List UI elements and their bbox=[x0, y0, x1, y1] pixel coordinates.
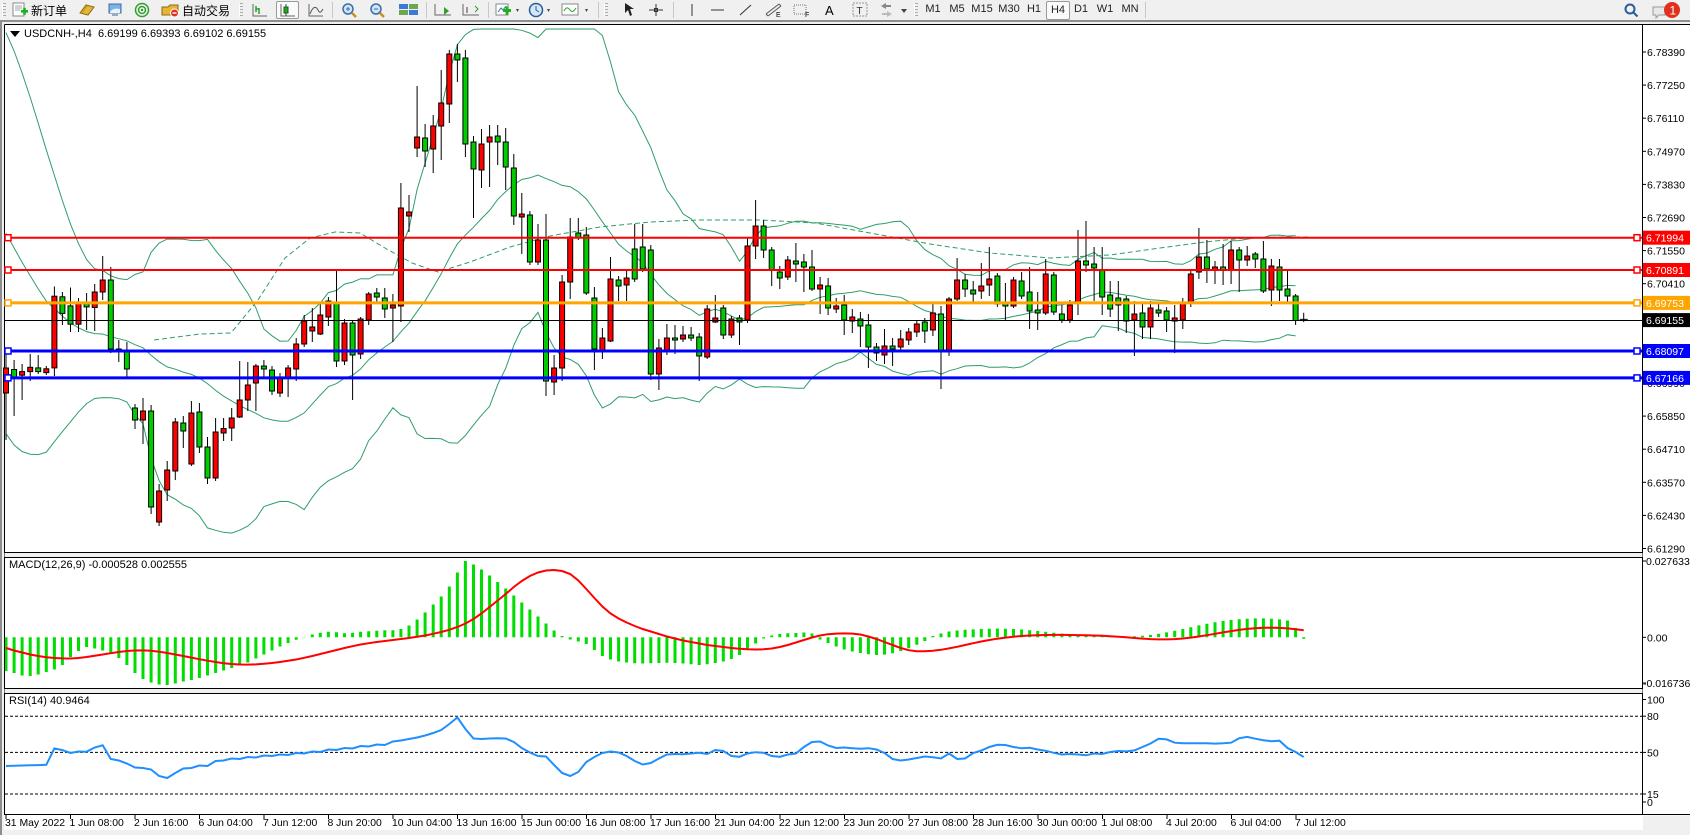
svg-text:17 Jun 16:00: 17 Jun 16:00 bbox=[650, 818, 710, 829]
svg-text:6 Jul 04:00: 6 Jul 04:00 bbox=[1231, 818, 1282, 829]
svg-text:80: 80 bbox=[1647, 711, 1659, 723]
svg-text:15: 15 bbox=[1647, 789, 1659, 801]
svg-text:6.64710: 6.64710 bbox=[1647, 444, 1685, 456]
svg-text:13 Jun 16:00: 13 Jun 16:00 bbox=[457, 818, 517, 829]
svg-text:6.71994: 6.71994 bbox=[1646, 233, 1684, 245]
svg-text:4 Jul 20:00: 4 Jul 20:00 bbox=[1166, 818, 1217, 829]
svg-text:6.69155: 6.69155 bbox=[1646, 315, 1684, 327]
svg-text:6.70410: 6.70410 bbox=[1647, 279, 1685, 291]
svg-text:6.63570: 6.63570 bbox=[1647, 477, 1685, 489]
svg-text:2 Jun 16:00: 2 Jun 16:00 bbox=[134, 818, 189, 829]
svg-text:6.73830: 6.73830 bbox=[1647, 179, 1685, 191]
svg-text:100: 100 bbox=[1647, 695, 1665, 707]
svg-text:7 Jun 12:00: 7 Jun 12:00 bbox=[263, 818, 318, 829]
svg-text:RSI(14) 40.9464: RSI(14) 40.9464 bbox=[9, 695, 90, 707]
svg-text:22 Jun 12:00: 22 Jun 12:00 bbox=[779, 818, 839, 829]
svg-text:6.76110: 6.76110 bbox=[1647, 113, 1684, 125]
svg-text:8 Jun 20:00: 8 Jun 20:00 bbox=[328, 818, 383, 829]
svg-text:16 Jun 08:00: 16 Jun 08:00 bbox=[586, 818, 646, 829]
svg-text:6.68097: 6.68097 bbox=[1646, 346, 1684, 358]
svg-text:31 May 2022: 31 May 2022 bbox=[5, 818, 65, 829]
svg-text:0.00: 0.00 bbox=[1647, 632, 1668, 644]
svg-text:6.65850: 6.65850 bbox=[1647, 411, 1685, 423]
svg-text:6.71550: 6.71550 bbox=[1647, 246, 1685, 258]
svg-text:6.78390: 6.78390 bbox=[1647, 47, 1685, 59]
svg-text:6 Jun 04:00: 6 Jun 04:00 bbox=[199, 818, 254, 829]
svg-text:6.77250: 6.77250 bbox=[1647, 80, 1685, 92]
svg-text:6.67166: 6.67166 bbox=[1646, 373, 1684, 385]
svg-text:6.62430: 6.62430 bbox=[1647, 510, 1685, 522]
svg-text:6.61290: 6.61290 bbox=[1647, 544, 1685, 556]
svg-text:6.72690: 6.72690 bbox=[1647, 213, 1685, 225]
svg-text:6.70891: 6.70891 bbox=[1646, 265, 1684, 277]
svg-text:-0.016736: -0.016736 bbox=[1643, 678, 1690, 690]
svg-text:15 Jun 00:00: 15 Jun 00:00 bbox=[521, 818, 581, 829]
svg-text:6.69753: 6.69753 bbox=[1646, 298, 1684, 310]
svg-text:50: 50 bbox=[1647, 747, 1659, 759]
svg-text:27 Jun 08:00: 27 Jun 08:00 bbox=[908, 818, 968, 829]
svg-text:0: 0 bbox=[1647, 797, 1653, 809]
svg-text:30 Jun 00:00: 30 Jun 00:00 bbox=[1037, 818, 1097, 829]
svg-text:USDCNH-,H4 6.69199 6.69393 6.: USDCNH-,H4 6.69199 6.69393 6.69102 6.691… bbox=[24, 28, 266, 40]
svg-text:1: 1 bbox=[1670, 4, 1677, 18]
svg-text:0.027633: 0.027633 bbox=[1646, 556, 1690, 568]
svg-text:6.74970: 6.74970 bbox=[1647, 146, 1685, 158]
svg-text:23 Jun 20:00: 23 Jun 20:00 bbox=[844, 818, 904, 829]
svg-text:10 Jun 04:00: 10 Jun 04:00 bbox=[392, 818, 452, 829]
svg-text:E: E bbox=[776, 12, 781, 18]
svg-text:1 Jun 08:00: 1 Jun 08:00 bbox=[70, 818, 125, 829]
svg-text:7 Jul 12:00: 7 Jul 12:00 bbox=[1295, 818, 1346, 829]
svg-text:1 Jul 08:00: 1 Jul 08:00 bbox=[1102, 818, 1153, 829]
svg-text:21 Jun 04:00: 21 Jun 04:00 bbox=[715, 818, 775, 829]
svg-text:MACD(12,26,9) -0.000528 0.0025: MACD(12,26,9) -0.000528 0.002555 bbox=[9, 559, 187, 571]
svg-text:F: F bbox=[805, 12, 809, 18]
svg-text:T: T bbox=[857, 6, 863, 17]
svg-text:28 Jun 16:00: 28 Jun 16:00 bbox=[973, 818, 1033, 829]
